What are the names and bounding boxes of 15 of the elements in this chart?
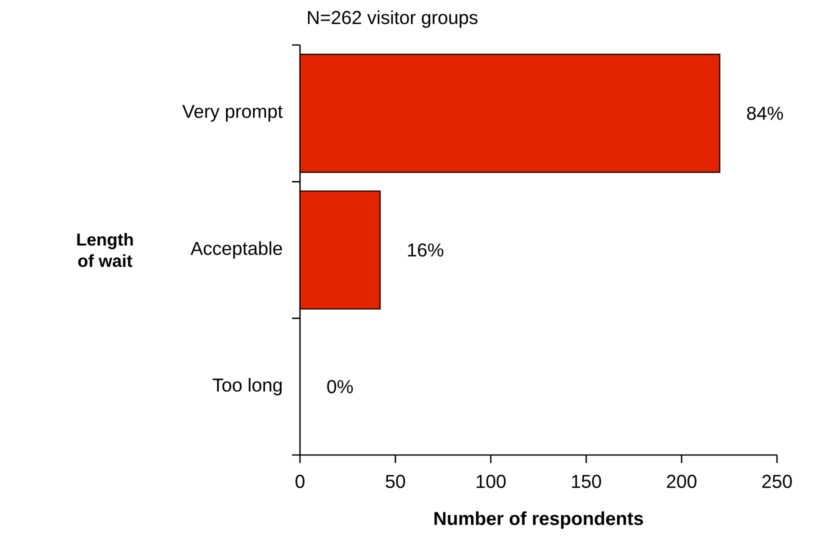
chart-title: N=262 visitor groups (308, 10, 478, 28)
annotation: 0% (327, 380, 353, 394)
y-tick-label: Too long (212, 378, 282, 396)
annotation: 16% (408, 243, 444, 257)
x-tick-label: 200 (666, 474, 696, 488)
x-tick-label: 150 (572, 474, 602, 488)
y-axis-title: Length of wait (77, 232, 133, 268)
y-tick-label: Acceptable (190, 241, 282, 259)
y-tick-label: Very prompt (182, 104, 283, 122)
x-tick-label: 0 (296, 474, 304, 488)
x-axis-title: Number of respondents (434, 511, 643, 529)
annotation: 84% (747, 106, 783, 120)
x-tick-label: 250 (762, 474, 792, 488)
x-tick-label: 50 (386, 474, 406, 488)
x-tick-label: 100 (476, 474, 506, 488)
